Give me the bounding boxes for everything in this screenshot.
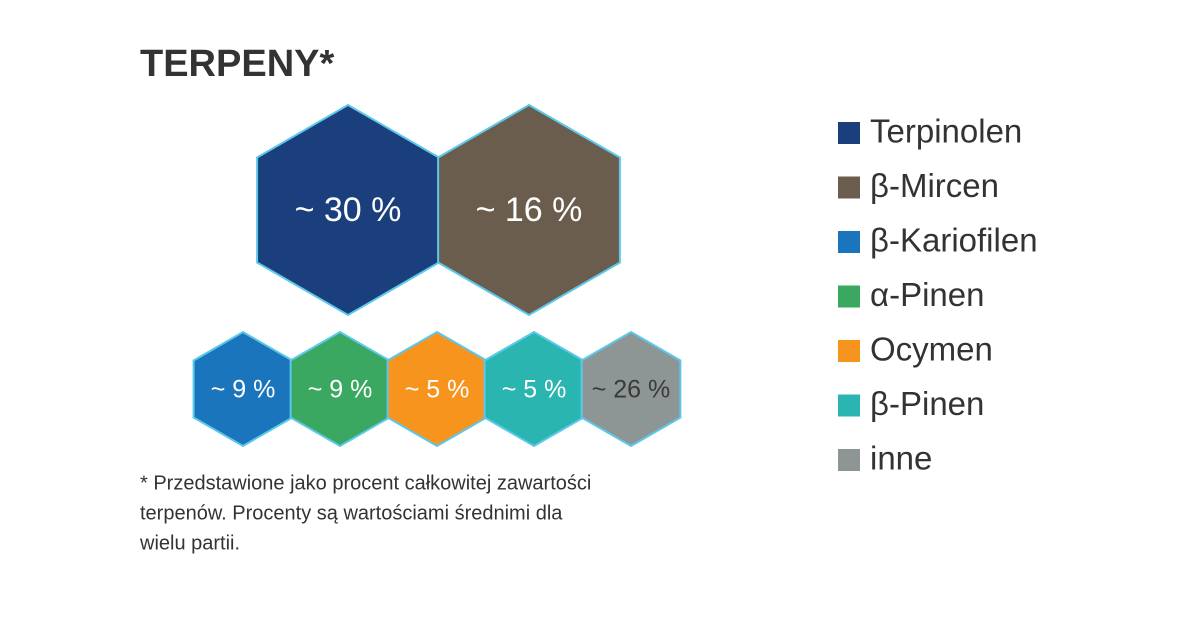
legend-swatch (838, 394, 860, 417)
legend-swatch (838, 176, 860, 199)
legend-swatch (838, 231, 860, 253)
value-label: ~ 26 % (592, 376, 671, 404)
footnote: * Przedstawione jako procent całkowitej … (140, 472, 591, 494)
legend-label: β-Mircen (870, 167, 999, 204)
legend-swatch (838, 449, 860, 471)
footnote: wielu partii. (139, 532, 240, 554)
value-label: ~ 16 % (476, 191, 583, 229)
legend-label: β-Kariofilen (870, 222, 1038, 259)
value-label: ~ 30 % (295, 191, 402, 229)
legend-label: Ocymen (870, 331, 993, 368)
legend-label: α-Pinen (870, 276, 984, 313)
legend-swatch (838, 340, 860, 362)
legend-swatch (838, 122, 860, 144)
legend-label: Terpinolen (870, 113, 1022, 150)
value-label: ~ 9 % (211, 376, 276, 404)
hexagon (437, 103, 621, 317)
chart-title: TERPENY* (140, 43, 334, 85)
legend-label: β-Pinen (870, 385, 984, 422)
legend-swatch (838, 285, 860, 308)
value-label: ~ 9 % (308, 376, 373, 404)
footnote: terpenów. Procenty są wartościami średni… (140, 502, 563, 524)
value-label: ~ 5 % (405, 376, 470, 404)
legend-label: inne (870, 440, 932, 477)
value-label: ~ 5 % (502, 376, 567, 404)
hexagon (580, 330, 682, 448)
